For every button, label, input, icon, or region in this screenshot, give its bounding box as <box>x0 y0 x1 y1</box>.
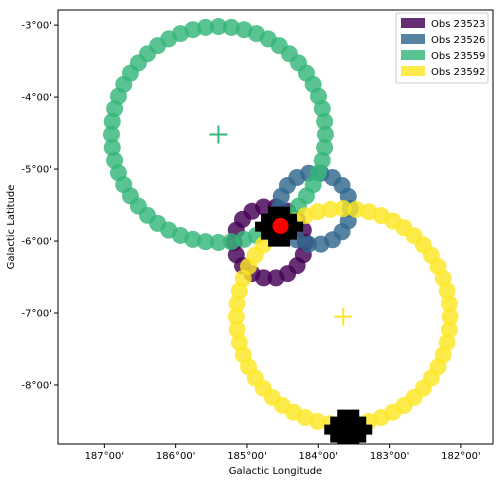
y-tick-label: -8°00' <box>22 380 52 391</box>
y-tick-label: -3°00' <box>22 21 52 32</box>
point <box>316 113 333 130</box>
legend-swatch <box>401 50 425 60</box>
x-tick-label: 182°00' <box>441 451 481 462</box>
x-tick-label: 186°00' <box>156 451 196 462</box>
y-tick-label: -6°00' <box>22 237 52 248</box>
y-axis-label: Galactic Latitude <box>6 185 17 270</box>
x-tick-label: 183°00' <box>370 451 410 462</box>
legend-label: Obs 23592 <box>431 67 485 78</box>
legend-swatch <box>401 18 425 28</box>
y-tick-label: -5°00' <box>22 165 52 176</box>
y-tick-label: -7°00' <box>22 309 52 320</box>
x-axis-label: Galactic Longitude <box>229 466 322 477</box>
legend-label: Obs 23523 <box>431 19 485 30</box>
red-dot <box>272 218 288 234</box>
legend: Obs 23523 Obs 23526 Obs 23559 Obs 23592 <box>396 13 488 83</box>
x-tick-label: 187°00' <box>85 451 125 462</box>
legend-label: Obs 23559 <box>431 51 485 62</box>
legend-swatch <box>401 34 425 44</box>
y-tick-label: -4°00' <box>22 93 52 104</box>
legend-swatch <box>401 66 425 76</box>
x-tick-label: 184°00' <box>299 451 339 462</box>
point <box>441 295 458 312</box>
x-tick-label: 185°00' <box>227 451 267 462</box>
legend-label: Obs 23526 <box>431 35 485 46</box>
